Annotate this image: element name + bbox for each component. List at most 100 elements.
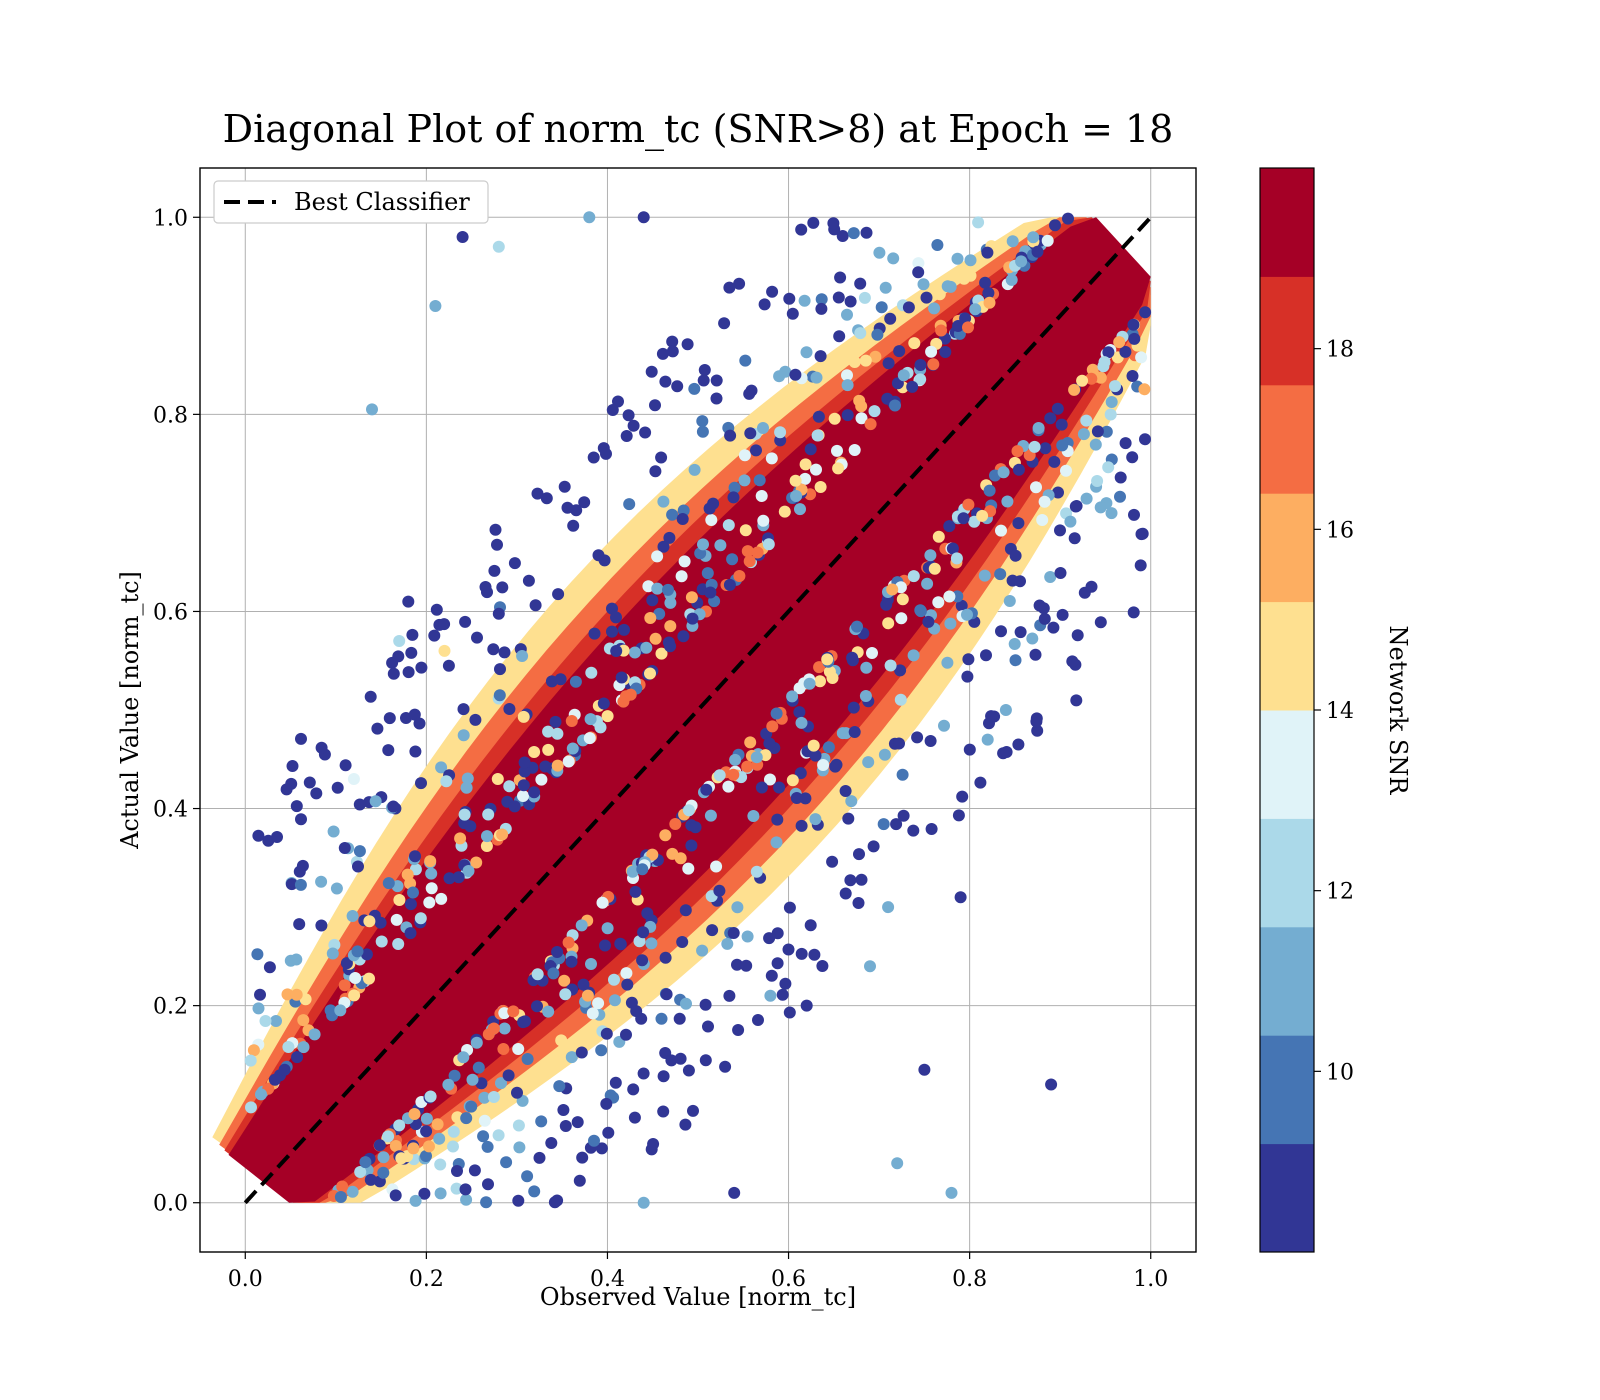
scatter-point xyxy=(855,873,868,886)
scatter-point xyxy=(955,599,968,612)
legend-label: Best Classifier xyxy=(294,188,470,216)
scatter-point xyxy=(1139,306,1152,319)
scatter-point xyxy=(1109,380,1121,393)
scatter-point xyxy=(1113,336,1126,349)
scatter-point xyxy=(491,538,503,551)
scatter-point xyxy=(1037,602,1050,615)
scatter-point xyxy=(779,977,792,990)
scatter-point xyxy=(893,737,905,750)
scatter-point xyxy=(969,303,982,316)
scatter-point xyxy=(771,813,784,826)
scatter-point xyxy=(1026,632,1039,645)
scatter-point xyxy=(729,753,742,766)
scatter-point xyxy=(488,564,501,577)
scatter-point xyxy=(601,710,614,723)
scatter-point xyxy=(1031,724,1044,737)
scatter-point xyxy=(682,804,695,817)
scatter-point xyxy=(629,885,642,898)
scatter-point xyxy=(294,878,307,891)
scatter-point xyxy=(752,1014,764,1026)
scatter-point xyxy=(721,937,734,950)
scatter-point xyxy=(586,1007,599,1020)
scatter-point xyxy=(636,863,649,876)
scatter-point xyxy=(907,824,920,837)
scatter-point xyxy=(657,540,670,553)
scatter-point xyxy=(373,1139,386,1152)
scatter-point xyxy=(404,898,417,911)
scatter-point xyxy=(710,860,723,873)
scatter-point xyxy=(944,280,957,293)
scatter-point xyxy=(928,302,941,315)
scatter-point xyxy=(859,690,872,702)
scatter-point xyxy=(517,779,530,792)
scatter-point xyxy=(1085,580,1098,593)
scatter-point xyxy=(852,897,865,909)
scatter-point xyxy=(512,1043,525,1055)
scatter-point xyxy=(531,1000,543,1013)
scatter-point xyxy=(774,426,787,439)
scatter-point xyxy=(664,640,677,653)
scatter-point xyxy=(1012,463,1025,476)
scatter-point xyxy=(565,1051,578,1064)
scatter-point xyxy=(383,712,396,725)
scatter-point xyxy=(533,1151,546,1164)
scatter-point xyxy=(651,550,664,563)
scatter-point xyxy=(346,1185,359,1198)
scatter-point xyxy=(963,743,976,756)
scatter-point xyxy=(271,831,283,843)
scatter-point xyxy=(363,915,376,928)
scatter-point xyxy=(610,611,622,624)
scatter-point xyxy=(360,948,373,961)
scatter-point xyxy=(651,582,664,595)
scatter-point xyxy=(290,800,303,813)
scatter-point xyxy=(402,666,415,679)
scatter-point xyxy=(255,1088,267,1101)
scatter-point xyxy=(800,999,813,1012)
scatter-point xyxy=(722,780,735,793)
scatter-point xyxy=(1060,464,1072,477)
scatter-point xyxy=(293,918,306,931)
scatter-point xyxy=(814,675,826,688)
scatter-point xyxy=(657,1070,670,1083)
scatter-point xyxy=(393,894,406,906)
scatter-point xyxy=(920,291,933,304)
scatter-point xyxy=(452,871,465,884)
scatter-point xyxy=(959,312,972,325)
scatter-point xyxy=(895,612,908,625)
scatter-point xyxy=(743,387,756,400)
scatter-point xyxy=(435,761,448,774)
scatter-point xyxy=(480,840,493,852)
scatter-point xyxy=(1086,363,1099,376)
scatter-point xyxy=(664,596,677,609)
scatter-point xyxy=(472,1061,485,1074)
scatter-point xyxy=(981,246,994,259)
scatter-point xyxy=(1091,475,1104,487)
scatter-point xyxy=(853,848,865,861)
scatter-point xyxy=(799,458,812,471)
scatter-point xyxy=(867,840,880,853)
scatter-point xyxy=(601,922,614,935)
scatter-point xyxy=(925,345,938,358)
scatter-point xyxy=(1012,738,1025,751)
scatter-point xyxy=(535,773,548,786)
scatter-point xyxy=(324,1004,337,1017)
scatter-point xyxy=(864,960,876,973)
scatter-point xyxy=(848,726,861,738)
colorbar-ticks: 10 12 14 16 18 xyxy=(1314,338,1354,1085)
scatter-point xyxy=(676,936,689,948)
scatter-point xyxy=(995,625,1007,638)
scatter-point xyxy=(847,701,860,714)
scatter-point xyxy=(588,627,601,640)
scatter-point xyxy=(875,301,888,314)
scatter-point xyxy=(363,972,375,985)
scatter-point xyxy=(999,704,1012,716)
scatter-point xyxy=(434,1158,447,1171)
scatter-point xyxy=(795,819,808,832)
scatter-point xyxy=(1094,371,1107,384)
scatter-point xyxy=(517,790,529,802)
scatter-point xyxy=(1014,626,1027,639)
scatter-point xyxy=(718,317,731,330)
scatter-point xyxy=(703,502,716,515)
scatter-point xyxy=(731,958,743,971)
scatter-point xyxy=(928,562,941,575)
